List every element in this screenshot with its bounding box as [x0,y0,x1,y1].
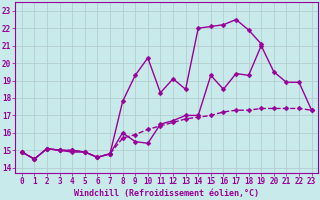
X-axis label: Windchill (Refroidissement éolien,°C): Windchill (Refroidissement éolien,°C) [74,189,259,198]
